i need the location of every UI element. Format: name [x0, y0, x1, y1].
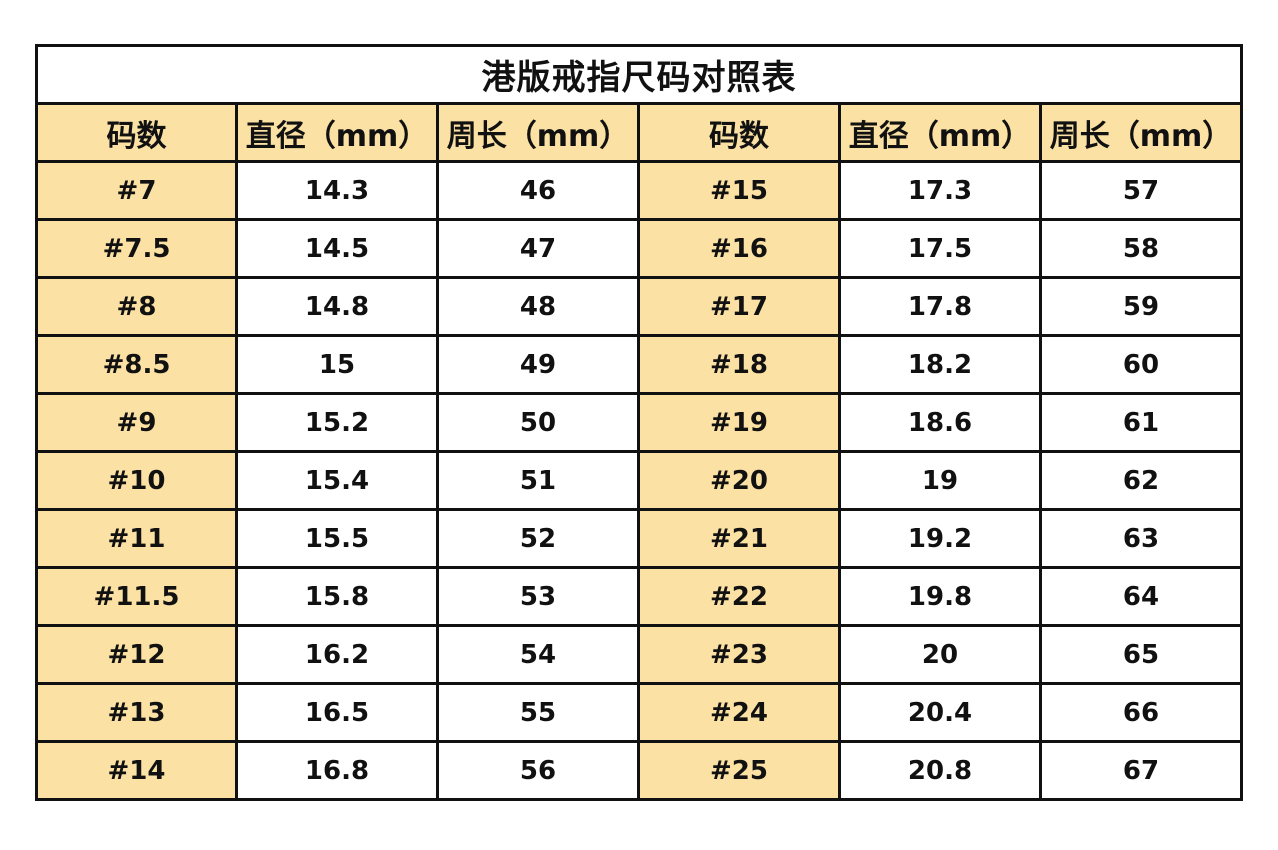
size-code-cell: #18: [637, 334, 841, 395]
size-code-cell: #8: [35, 276, 238, 337]
circumference-cell: 46: [436, 160, 640, 221]
size-code-cell: #16: [637, 218, 841, 279]
circumference-cell: 47: [436, 218, 640, 279]
size-code-cell: #24: [637, 682, 841, 743]
diameter-cell: 19: [838, 450, 1042, 511]
diameter-cell: 15.8: [235, 566, 439, 627]
diameter-cell: 20.8: [838, 740, 1042, 801]
size-code-cell: #21: [637, 508, 841, 569]
circumference-cell: 65: [1039, 624, 1243, 685]
circumference-cell: 50: [436, 392, 640, 453]
table-row: #7 14.3 46 #15 17.3 57: [35, 160, 1243, 221]
size-code-cell: #9: [35, 392, 238, 453]
circumference-cell: 56: [436, 740, 640, 801]
size-code-cell: #7: [35, 160, 238, 221]
ring-size-table: 港版戒指尺码对照表 码数 直径（mm） 周长（mm） 码数 直径（mm） 周长（mm） #…: [35, 44, 1243, 801]
diameter-cell: 16.5: [235, 682, 439, 743]
size-code-cell: #19: [637, 392, 841, 453]
circumference-cell: 64: [1039, 566, 1243, 627]
size-code-cell: #15: [637, 160, 841, 221]
table-row: #14 16.8 56 #25 20.8 67: [35, 740, 1243, 801]
table-row: #9 15.2 50 #19 18.6 61: [35, 392, 1243, 453]
table-row: #12 16.2 54 #23 20 65: [35, 624, 1243, 685]
diameter-cell: 16.8: [235, 740, 439, 801]
circumference-cell: 62: [1039, 450, 1243, 511]
diameter-cell: 15.4: [235, 450, 439, 511]
size-code-cell: #23: [637, 624, 841, 685]
size-code-cell: #12: [35, 624, 238, 685]
size-code-cell: #20: [637, 450, 841, 511]
size-code-cell: #13: [35, 682, 238, 743]
circumference-cell: 66: [1039, 682, 1243, 743]
circumference-cell: 63: [1039, 508, 1243, 569]
diameter-cell: 15.5: [235, 508, 439, 569]
diameter-cell: 20: [838, 624, 1042, 685]
circumference-cell: 48: [436, 276, 640, 337]
diameter-cell: 15: [235, 334, 439, 395]
table-row: #13 16.5 55 #24 20.4 66: [35, 682, 1243, 743]
circumference-cell: 54: [436, 624, 640, 685]
size-code-cell: #17: [637, 276, 841, 337]
diameter-cell: 14.3: [235, 160, 439, 221]
diameter-cell: 19.8: [838, 566, 1042, 627]
diameter-cell: 17.5: [838, 218, 1042, 279]
circumference-cell: 53: [436, 566, 640, 627]
circumference-cell: 59: [1039, 276, 1243, 337]
table-row: #8.5 15 49 #18 18.2 60: [35, 334, 1243, 395]
size-code-cell: #7.5: [35, 218, 238, 279]
circumference-cell: 61: [1039, 392, 1243, 453]
circumference-cell: 67: [1039, 740, 1243, 801]
header-diameter: 直径（mm）: [838, 102, 1042, 163]
table-title: 港版戒指尺码对照表: [35, 44, 1243, 105]
table-row: #11 15.5 52 #21 19.2 63: [35, 508, 1243, 569]
diameter-cell: 18.6: [838, 392, 1042, 453]
header-circumference: 周长（mm）: [436, 102, 640, 163]
diameter-cell: 17.8: [838, 276, 1042, 337]
size-code-cell: #11: [35, 508, 238, 569]
size-chart-container: 港版戒指尺码对照表 码数 直径（mm） 周长（mm） 码数 直径（mm） 周长（mm） #…: [35, 44, 1243, 801]
header-circumference: 周长（mm）: [1039, 102, 1243, 163]
header-size-code: 码数: [35, 102, 238, 163]
size-code-cell: #25: [637, 740, 841, 801]
header-row: 码数 直径（mm） 周长（mm） 码数 直径（mm） 周长（mm）: [35, 102, 1243, 163]
title-row: 港版戒指尺码对照表: [35, 44, 1243, 105]
circumference-cell: 55: [436, 682, 640, 743]
diameter-cell: 18.2: [838, 334, 1042, 395]
diameter-cell: 15.2: [235, 392, 439, 453]
table-row: #8 14.8 48 #17 17.8 59: [35, 276, 1243, 337]
circumference-cell: 49: [436, 334, 640, 395]
diameter-cell: 16.2: [235, 624, 439, 685]
size-code-cell: #10: [35, 450, 238, 511]
circumference-cell: 58: [1039, 218, 1243, 279]
table-body: #7 14.3 46 #15 17.3 57 #7.5 14.5 47 #16 17.5 58 #8 14…: [35, 160, 1243, 801]
table-row: #10 15.4 51 #20 19 62: [35, 450, 1243, 511]
diameter-cell: 19.2: [838, 508, 1042, 569]
circumference-cell: 60: [1039, 334, 1243, 395]
circumference-cell: 52: [436, 508, 640, 569]
size-code-cell: #11.5: [35, 566, 238, 627]
size-code-cell: #22: [637, 566, 841, 627]
header-diameter: 直径（mm）: [235, 102, 439, 163]
diameter-cell: 14.5: [235, 218, 439, 279]
circumference-cell: 57: [1039, 160, 1243, 221]
diameter-cell: 20.4: [838, 682, 1042, 743]
diameter-cell: 17.3: [838, 160, 1042, 221]
table-row: #11.5 15.8 53 #22 19.8 64: [35, 566, 1243, 627]
size-code-cell: #14: [35, 740, 238, 801]
table-row: #7.5 14.5 47 #16 17.5 58: [35, 218, 1243, 279]
diameter-cell: 14.8: [235, 276, 439, 337]
circumference-cell: 51: [436, 450, 640, 511]
header-size-code: 码数: [637, 102, 841, 163]
size-code-cell: #8.5: [35, 334, 238, 395]
